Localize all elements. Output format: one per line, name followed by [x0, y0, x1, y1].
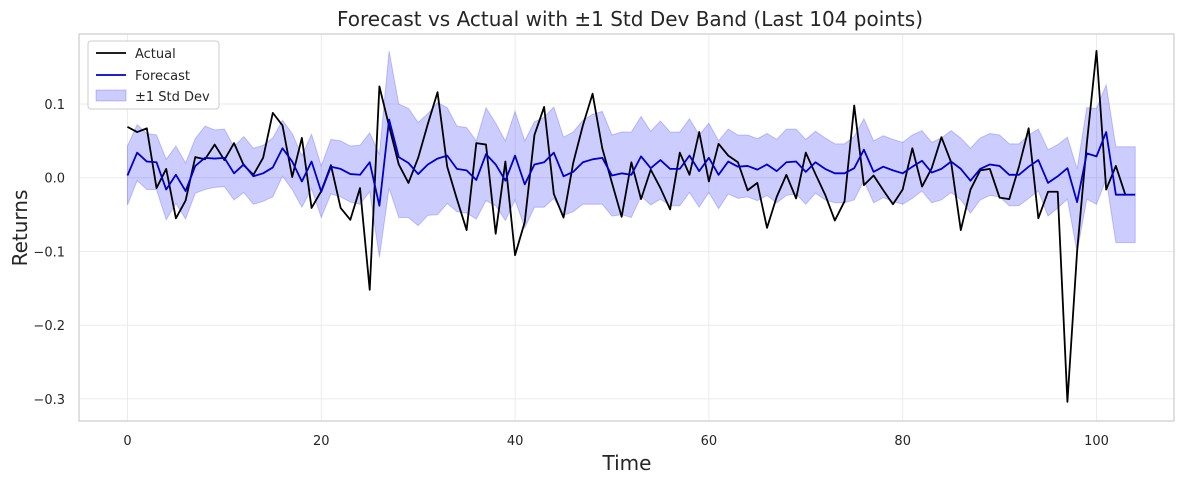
plot-frame [78, 33, 1175, 422]
x-axis-label: Time [602, 451, 652, 475]
legend-swatch-band [95, 89, 127, 102]
legend: Actual Forecast ±1 Std Dev [87, 40, 220, 110]
series-layer [126, 50, 1136, 403]
y-tick-label: −0.3 [33, 393, 65, 408]
x-tick-label: 0 [123, 434, 131, 449]
y-tick-label: 0.0 [44, 172, 65, 187]
x-tick-label: 100 [1084, 434, 1109, 449]
legend-label-actual: Actual [135, 47, 176, 62]
series-line-actual [127, 50, 1127, 403]
legend-label-band: ±1 Std Dev [135, 90, 210, 105]
x-tick-label: 60 [701, 434, 718, 449]
legend-box [87, 40, 220, 110]
grid-lines [79, 34, 1174, 421]
y-axis-label: Returns [8, 190, 32, 267]
y-tick-label: −0.2 [33, 319, 65, 334]
y-tick-label: 0.1 [44, 98, 65, 113]
tick-labels: 0 20 40 60 80 100 −0.3 −0.2 −0.1 0.0 0.1 [33, 98, 1108, 449]
x-tick-label: 20 [313, 434, 330, 449]
series-line-forecast [126, 118, 1136, 207]
legend-label-forecast: Forecast [135, 69, 190, 84]
chart-title: Forecast vs Actual with ±1 Std Dev Band … [337, 7, 923, 31]
x-tick-label: 40 [507, 434, 524, 449]
y-tick-label: −0.1 [33, 246, 65, 261]
x-tick-label: 80 [894, 434, 911, 449]
